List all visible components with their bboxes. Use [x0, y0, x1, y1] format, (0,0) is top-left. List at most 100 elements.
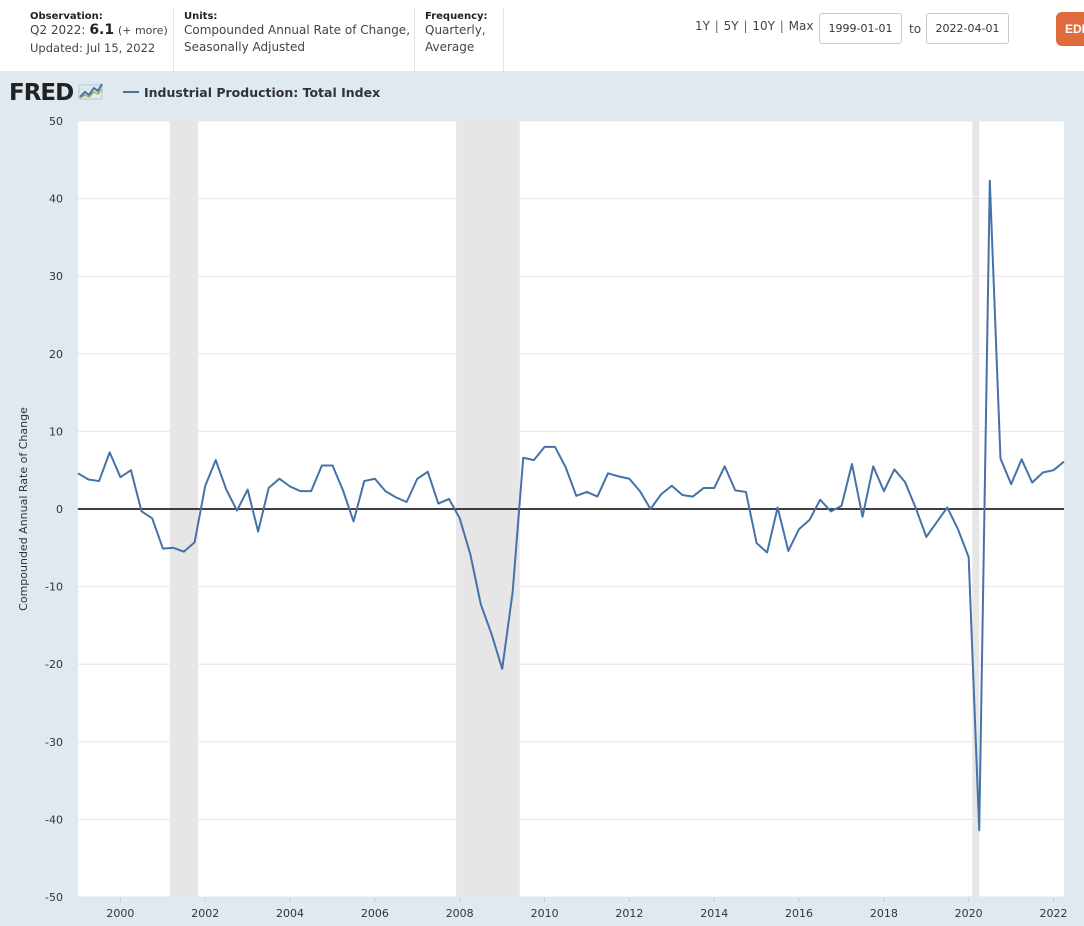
data-point[interactable]: [500, 666, 505, 671]
edit-graph-button[interactable]: EDIT GRAPH: [1056, 12, 1084, 70]
data-point[interactable]: [319, 463, 324, 468]
data-point[interactable]: [393, 495, 398, 500]
data-point[interactable]: [362, 479, 367, 484]
data-point[interactable]: [478, 602, 483, 607]
range-10y-link[interactable]: 10Y: [752, 19, 775, 33]
data-point[interactable]: [712, 486, 717, 491]
data-point[interactable]: [1009, 482, 1014, 487]
series-line[interactable]: [77, 179, 1065, 832]
data-point[interactable]: [1019, 457, 1024, 462]
data-point[interactable]: [860, 514, 865, 519]
range-max-link[interactable]: Max: [788, 19, 814, 33]
data-point[interactable]: [224, 487, 229, 492]
data-point[interactable]: [881, 489, 886, 494]
data-point[interactable]: [510, 590, 515, 595]
data-point[interactable]: [605, 471, 610, 476]
data-point[interactable]: [383, 489, 388, 494]
data-point[interactable]: [680, 493, 685, 498]
data-point[interactable]: [659, 492, 664, 497]
data-point[interactable]: [351, 519, 356, 524]
data-point[interactable]: [107, 450, 112, 455]
data-point[interactable]: [786, 548, 791, 553]
data-point[interactable]: [648, 507, 653, 512]
data-point[interactable]: [871, 464, 876, 469]
end-date-input[interactable]: [926, 13, 1009, 44]
data-point[interactable]: [998, 456, 1003, 461]
data-point[interactable]: [415, 476, 420, 481]
data-point[interactable]: [563, 465, 568, 470]
data-point[interactable]: [637, 489, 642, 494]
data-point[interactable]: [86, 477, 91, 482]
data-point[interactable]: [595, 494, 600, 499]
data-point[interactable]: [584, 489, 589, 494]
data-point[interactable]: [839, 503, 844, 508]
data-point[interactable]: [128, 468, 133, 473]
data-point[interactable]: [733, 488, 738, 493]
data-point[interactable]: [150, 516, 155, 521]
start-date-input[interactable]: [819, 13, 902, 44]
data-point[interactable]: [447, 496, 452, 501]
data-point[interactable]: [118, 475, 123, 480]
data-point[interactable]: [818, 497, 823, 502]
data-point[interactable]: [616, 474, 621, 479]
data-point[interactable]: [574, 493, 579, 498]
data-point[interactable]: [892, 467, 897, 472]
data-point[interactable]: [425, 469, 430, 474]
data-point[interactable]: [97, 479, 102, 484]
fred-logo[interactable]: FRED: [9, 80, 104, 106]
data-point[interactable]: [966, 555, 971, 560]
data-point[interactable]: [181, 549, 186, 554]
range-5y-link[interactable]: 5Y: [723, 19, 739, 33]
data-point[interactable]: [298, 489, 303, 494]
data-point[interactable]: [457, 516, 462, 521]
data-point[interactable]: [934, 520, 939, 525]
data-point[interactable]: [245, 487, 250, 492]
data-point[interactable]: [139, 509, 144, 514]
data-point[interactable]: [531, 458, 536, 463]
data-point[interactable]: [690, 494, 695, 499]
data-point[interactable]: [924, 534, 929, 539]
data-point[interactable]: [722, 464, 727, 469]
data-point[interactable]: [945, 505, 950, 510]
data-point[interactable]: [160, 546, 165, 551]
data-point[interactable]: [372, 476, 377, 481]
data-point[interactable]: [468, 552, 473, 557]
data-point[interactable]: [765, 550, 770, 555]
data-point[interactable]: [553, 444, 558, 449]
data-point[interactable]: [542, 444, 547, 449]
more-observations-link[interactable]: (+ more): [117, 24, 168, 37]
data-point[interactable]: [340, 488, 345, 493]
data-point[interactable]: [489, 631, 494, 636]
data-point[interactable]: [955, 527, 960, 532]
data-point[interactable]: [309, 489, 314, 494]
data-point[interactable]: [521, 455, 526, 460]
data-point[interactable]: [627, 476, 632, 481]
chart-legend[interactable]: Industrial Production: Total Index: [123, 84, 380, 100]
data-point[interactable]: [192, 540, 197, 545]
data-point[interactable]: [203, 483, 208, 488]
data-point[interactable]: [404, 500, 409, 505]
data-point[interactable]: [902, 479, 907, 484]
data-point[interactable]: [775, 505, 780, 510]
data-point[interactable]: [807, 517, 812, 522]
data-point[interactable]: [1062, 459, 1067, 464]
data-point[interactable]: [701, 486, 706, 491]
data-point[interactable]: [330, 463, 335, 468]
data-point[interactable]: [234, 508, 239, 513]
data-point[interactable]: [977, 828, 982, 833]
data-point[interactable]: [1051, 468, 1056, 473]
data-point[interactable]: [743, 489, 748, 494]
data-point[interactable]: [266, 486, 271, 491]
data-point[interactable]: [669, 483, 674, 488]
data-point[interactable]: [913, 505, 918, 510]
data-point[interactable]: [436, 501, 441, 506]
data-point[interactable]: [987, 178, 992, 183]
data-point[interactable]: [288, 484, 293, 489]
data-point[interactable]: [171, 545, 176, 550]
data-point[interactable]: [213, 458, 218, 463]
data-point[interactable]: [277, 476, 282, 481]
data-point[interactable]: [849, 461, 854, 466]
data-point[interactable]: [797, 527, 802, 532]
data-point[interactable]: [754, 541, 759, 546]
data-point[interactable]: [1030, 480, 1035, 485]
